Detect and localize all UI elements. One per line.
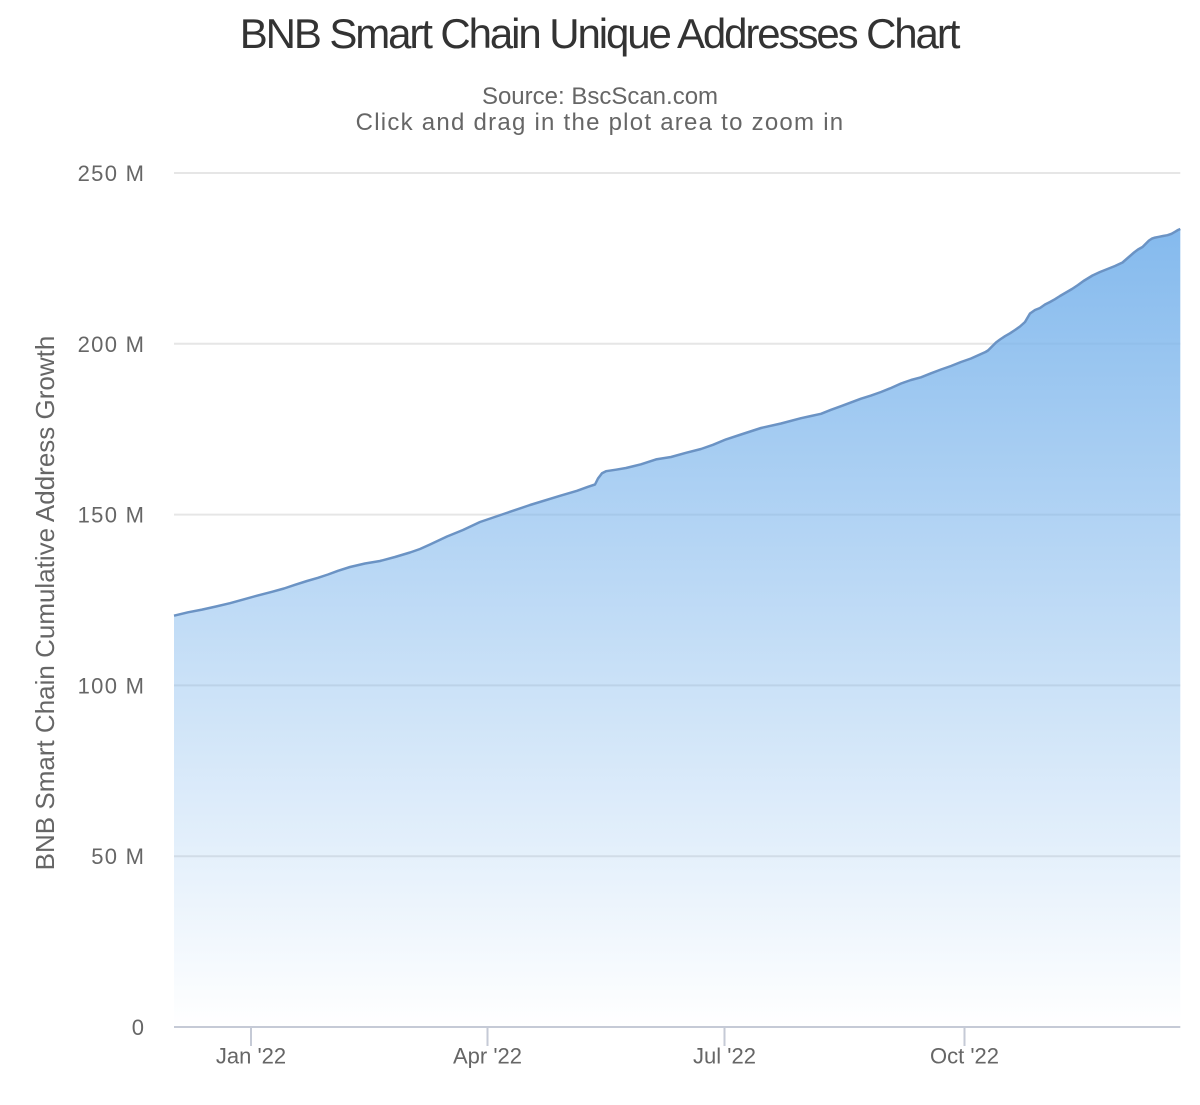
svg-text:150 M: 150 M bbox=[78, 503, 146, 528]
svg-text:Source: BscScan.com: Source: BscScan.com bbox=[482, 83, 718, 110]
svg-text:Jan '22: Jan '22 bbox=[216, 1044, 286, 1069]
svg-text:250 M: 250 M bbox=[78, 161, 146, 186]
svg-text:50 M: 50 M bbox=[91, 844, 145, 869]
svg-text:200 M: 200 M bbox=[78, 332, 146, 357]
svg-text:BNB Smart Chain Unique Address: BNB Smart Chain Unique Addresses Chart bbox=[240, 10, 961, 57]
svg-text:Oct '22: Oct '22 bbox=[930, 1044, 999, 1069]
svg-text:Jul '22: Jul '22 bbox=[693, 1044, 756, 1069]
svg-text:BNB Smart Chain Cumulative Add: BNB Smart Chain Cumulative Address Growt… bbox=[30, 336, 60, 871]
svg-text:Apr '22: Apr '22 bbox=[453, 1044, 522, 1069]
svg-text:0: 0 bbox=[132, 1015, 146, 1040]
svg-text:Click and drag in the plot are: Click and drag in the plot area to zoom … bbox=[356, 109, 845, 136]
svg-text:100 M: 100 M bbox=[78, 673, 146, 698]
